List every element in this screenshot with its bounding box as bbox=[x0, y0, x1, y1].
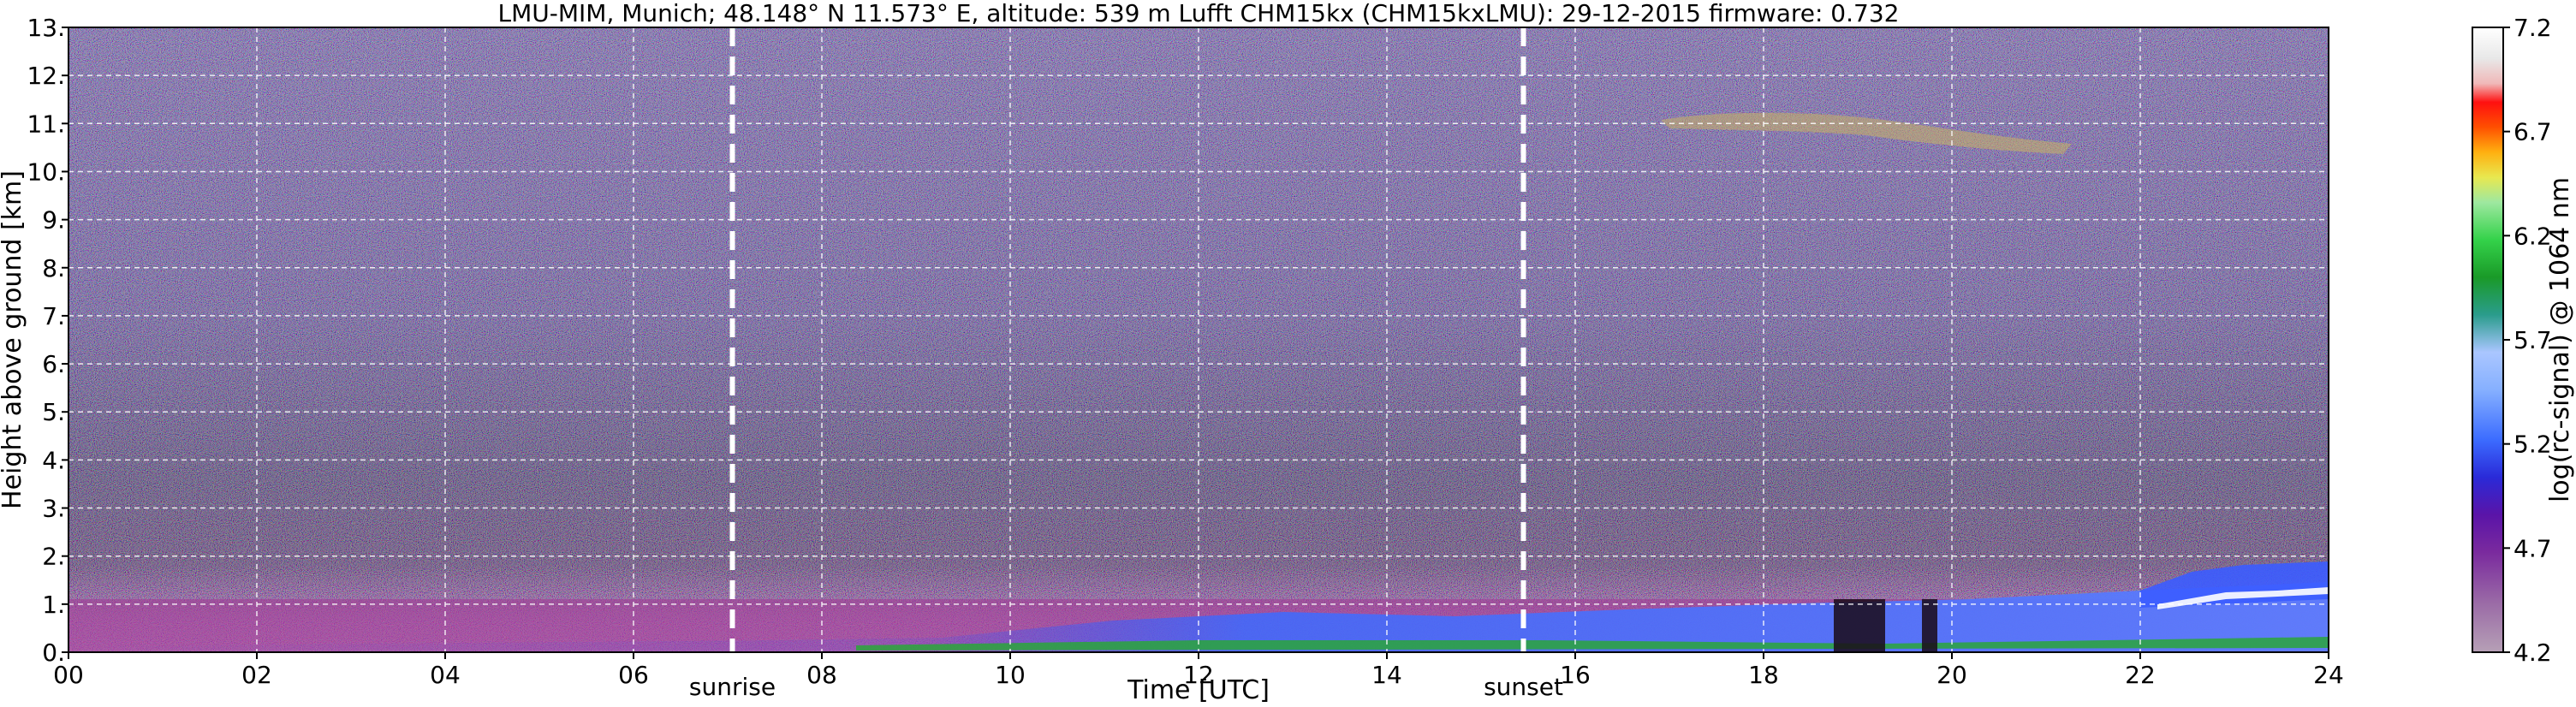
colorbar-tick-label: 6.7 bbox=[2514, 118, 2552, 146]
y-tick-label: 5. bbox=[42, 398, 65, 426]
x-tick-label: 10 bbox=[995, 661, 1026, 689]
x-tick-label: 16 bbox=[1560, 661, 1591, 689]
colorbar-ticks: 4.2 4.7 5.2 5.7 6.2 6.7 7.2 bbox=[2503, 14, 2552, 667]
y-tick-label: 3. bbox=[42, 495, 65, 523]
x-tick-label: 24 bbox=[2313, 661, 2344, 689]
x-tick-label: 12 bbox=[1183, 661, 1214, 689]
y-tick-label: 1. bbox=[42, 591, 65, 619]
y-tick-label: 9. bbox=[42, 206, 65, 235]
x-tick-label: 06 bbox=[618, 661, 649, 689]
x-axis-ticks: 00 02 04 06 08 10 12 14 16 18 20 22 24 bbox=[53, 652, 2344, 689]
y-tick-label: 4. bbox=[42, 446, 65, 474]
colorbar-tick-label: 5.2 bbox=[2514, 431, 2552, 459]
y-tick-label: 8. bbox=[42, 254, 65, 282]
x-tick-label: 08 bbox=[806, 661, 837, 689]
colorbar-tick-label: 4.2 bbox=[2514, 639, 2552, 667]
y-axis-label: Height above ground [km] bbox=[0, 170, 27, 509]
x-tick-label: 20 bbox=[1936, 661, 1967, 689]
dark-column-2 bbox=[1922, 599, 1937, 652]
x-tick-label: 18 bbox=[1748, 661, 1779, 689]
dark-column-1 bbox=[1834, 599, 1885, 652]
grid-layer bbox=[68, 27, 2329, 652]
x-tick-label: 14 bbox=[1371, 661, 1402, 689]
colorbar-label: log(rc-signal) @ 1064 nm bbox=[2545, 177, 2575, 502]
chart-title: LMU-MIM, Munich; 48.148° N 11.573° E, al… bbox=[498, 0, 1900, 27]
x-tick-label: 00 bbox=[53, 661, 84, 689]
colorbar: 4.2 4.7 5.2 5.7 6.2 6.7 7.2 log(rc-signal) @ 1… bbox=[2472, 14, 2575, 667]
x-axis-label: Time [UTC] bbox=[1127, 675, 1270, 705]
marker-layer: sunrise sunset bbox=[689, 27, 1563, 701]
y-tick-label: 7. bbox=[42, 302, 65, 330]
y-tick-label: 0. bbox=[42, 639, 65, 667]
y-tick-label: 11. bbox=[27, 110, 65, 138]
x-tick-label: 04 bbox=[430, 661, 461, 689]
sunrise-label: sunrise bbox=[689, 673, 776, 701]
ground-layer-green bbox=[856, 637, 2329, 651]
y-tick-label: 6. bbox=[42, 350, 65, 378]
evening-layer-white bbox=[2157, 587, 2329, 609]
colorbar-tick-label: 5.7 bbox=[2514, 326, 2552, 354]
y-axis-ticks: 0. 1. 2. 3. 4. 5. 6. 7. 8. 9. 10. 11. 12. 13. bbox=[27, 14, 68, 667]
sunset-label: sunset bbox=[1484, 673, 1563, 701]
y-tick-label: 12. bbox=[27, 62, 65, 90]
colorbar-tick-label: 4.7 bbox=[2514, 534, 2552, 562]
colorbar-tick-label: 6.2 bbox=[2514, 222, 2552, 250]
x-tick-label: 22 bbox=[2125, 661, 2156, 689]
x-tick-label: 02 bbox=[241, 661, 272, 689]
y-tick-label: 2. bbox=[42, 543, 65, 571]
y-tick-label: 10. bbox=[27, 157, 65, 186]
colorbar-tick-label: 7.2 bbox=[2514, 14, 2552, 42]
y-tick-label: 13. bbox=[27, 14, 65, 42]
colorbar-gradient bbox=[2472, 27, 2504, 653]
